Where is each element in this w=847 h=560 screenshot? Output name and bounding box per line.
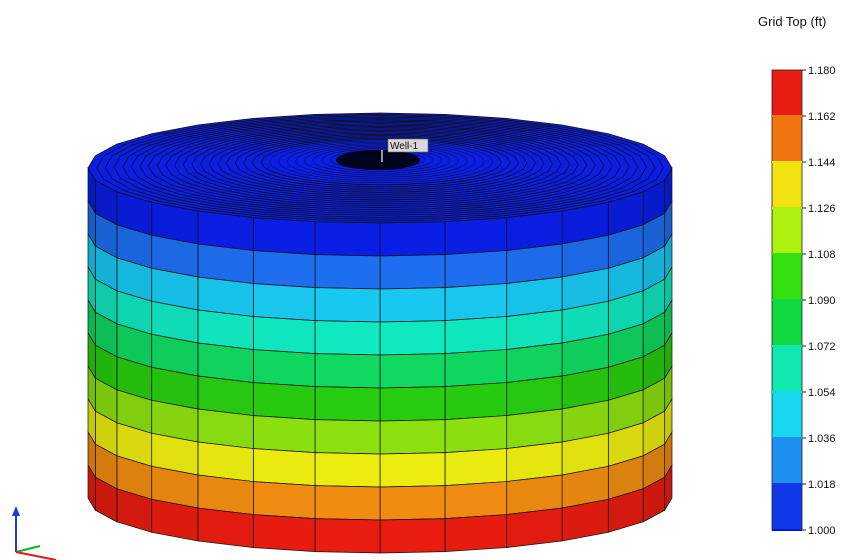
top-grid-ring [96, 113, 664, 222]
legend-gradient-edge [772, 161, 802, 163]
legend-swatch [771, 299, 803, 347]
top-grid-ring [104, 115, 656, 220]
top-grid-ring [182, 127, 579, 203]
legend-gradient-edge [772, 207, 802, 209]
legend-gradient-edge [772, 115, 802, 117]
top-grid-ring [122, 117, 639, 216]
legend-tick-label: 1.180 [808, 65, 836, 77]
legend-swatch [771, 253, 803, 301]
legend-swatch [771, 115, 803, 163]
side-layer [87, 331, 673, 422]
side-layer [87, 232, 673, 323]
well-label: Well-1 [390, 141, 419, 152]
top-grid-ring [217, 132, 545, 195]
top-grid-ring [260, 139, 502, 186]
y-axis [15, 545, 41, 553]
legend-tick-label: 1.072 [808, 341, 836, 353]
side-layer [87, 265, 673, 356]
top-grid-ring [199, 129, 562, 199]
legend-tick-label: 1.018 [808, 479, 836, 491]
legend-tick-label: 1.090 [808, 295, 836, 307]
top-grid-ring [269, 140, 494, 184]
side-layer [87, 364, 673, 455]
top-grid-ring [139, 120, 622, 212]
legend-tick-label: 1.162 [808, 111, 836, 123]
cylinder-side-layers [87, 166, 673, 554]
legend-tick-label: 1.036 [808, 433, 836, 445]
top-grid-ring [130, 119, 630, 214]
legend-gradient-edge [772, 529, 802, 531]
top-grid-ring [113, 116, 647, 218]
top-grid-ring [251, 137, 511, 188]
top-grid-ring [165, 124, 596, 207]
legend-swatch [771, 161, 803, 209]
well-marker[interactable]: Well-1 [381, 138, 429, 162]
side-layer [87, 430, 673, 521]
legend-gradient-edge [772, 299, 802, 301]
well-label-box [387, 138, 429, 153]
top-grid-ring [286, 143, 477, 180]
top-grid-ring [225, 133, 536, 193]
side-layer [87, 298, 673, 389]
legend-swatch [771, 483, 803, 531]
top-grid-ring [208, 131, 554, 197]
top-grid-ring [243, 136, 519, 189]
side-layer [87, 397, 673, 488]
legend-swatch [771, 69, 803, 117]
legend-gradient-edge [772, 391, 802, 393]
side-layer [87, 463, 673, 554]
x-axis [15, 551, 57, 560]
legend-tick-label: 1.126 [808, 203, 836, 215]
legend-swatch [771, 437, 803, 485]
top-grid-ring [277, 141, 485, 182]
axes-triad [12, 506, 57, 560]
cylinder-top-face [87, 112, 673, 224]
side-layer [87, 199, 673, 290]
legend-tick-label: 1.144 [808, 157, 836, 169]
top-grid-ring [191, 128, 571, 201]
well-convergence-dark [336, 150, 420, 170]
top-grid-ring [156, 123, 605, 209]
legend-tick-label: 1.000 [808, 525, 836, 537]
side-facet [87, 463, 96, 512]
z-axis-arrow [12, 506, 20, 516]
legend-swatch [771, 391, 803, 439]
top-grid-ring [148, 121, 613, 211]
top-grid-ring [174, 125, 588, 205]
legend-tick-label: 1.108 [808, 249, 836, 261]
legend-tick-label: 1.054 [808, 387, 836, 399]
legend-swatch [771, 207, 803, 255]
legend-gradient-edge [772, 345, 802, 347]
legend-title: Grid Top (ft) [758, 14, 827, 29]
legend-gradient-edge [772, 437, 802, 439]
legend-gradient-edge [772, 253, 802, 255]
legend-swatch [771, 345, 803, 393]
top-grid-ring [234, 135, 528, 191]
legend-gradient-edge [772, 483, 802, 485]
